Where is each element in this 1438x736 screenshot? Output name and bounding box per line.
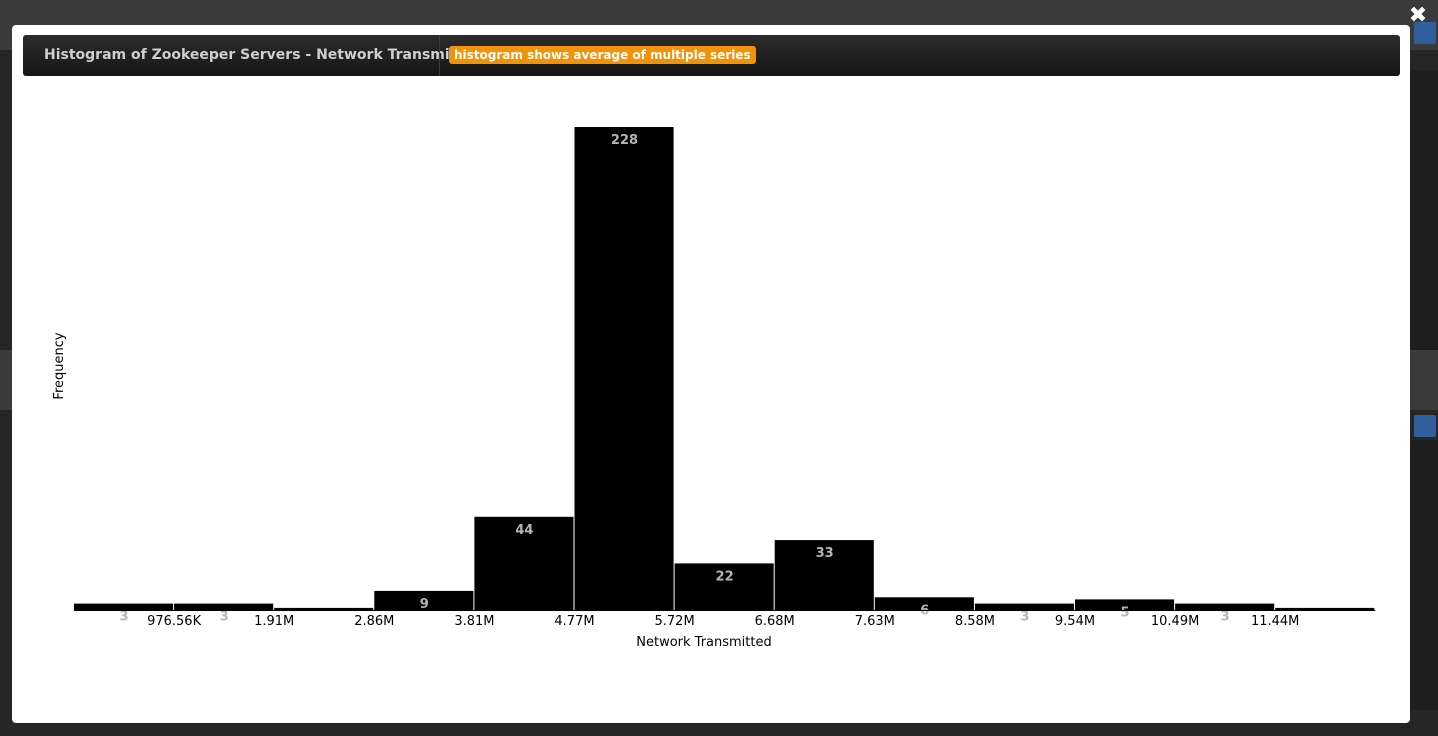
close-icon[interactable]: ✖	[1408, 3, 1428, 28]
x-tick-label: 11.44M	[1251, 614, 1299, 629]
bar-value-label: 228	[611, 133, 638, 148]
x-tick-label: 6.68M	[755, 614, 795, 629]
background-panel	[1410, 70, 1438, 350]
background-button	[1414, 415, 1436, 437]
histogram-bar[interactable]	[174, 603, 274, 610]
x-tick-label: 3.81M	[454, 614, 494, 629]
histogram-bar[interactable]	[74, 603, 174, 610]
bar-value-label: 3	[1020, 610, 1029, 625]
x-tick-label: 5.72M	[655, 614, 695, 629]
background-panel	[1410, 440, 1438, 710]
histogram-bar[interactable]	[1175, 603, 1275, 610]
x-axis-label: Network Transmitted	[636, 635, 771, 650]
y-axis-label: Frequency	[52, 332, 67, 399]
x-tick-label: 4.77M	[554, 614, 594, 629]
histogram-bar[interactable]	[774, 540, 874, 610]
histogram-bar[interactable]	[474, 516, 574, 610]
x-axis-ticks: 976.56K 1.91M 2.86M 3.81M 4.77M 5.72M 6.68M 7.6…	[74, 610, 1376, 629]
bar-value-label: 22	[716, 569, 734, 584]
histogram-bar[interactable]	[374, 590, 474, 610]
x-tick-label: 2.86M	[354, 614, 394, 629]
histogram-bar[interactable]	[574, 127, 674, 610]
histogram-bar[interactable]	[974, 603, 1074, 610]
bar-value-label: 3	[220, 610, 229, 625]
histogram-bar[interactable]	[1275, 607, 1375, 610]
bar-value-label: 33	[816, 546, 834, 561]
bar-value-label: 3	[1221, 610, 1230, 625]
x-tick-label: 976.56K	[147, 614, 201, 629]
x-tick-label: 8.58M	[955, 614, 995, 629]
bar-group	[74, 127, 1375, 610]
bar-value-label: 9	[420, 597, 429, 612]
title-divider	[439, 35, 440, 76]
bar-value-label: 44	[515, 523, 533, 538]
x-tick-label: 10.49M	[1151, 614, 1199, 629]
modal-title: Histogram of Zookeeper Servers - Network…	[44, 47, 483, 63]
histogram-bar[interactable]	[274, 607, 374, 610]
histogram-bar[interactable]	[674, 563, 774, 610]
histogram-bar[interactable]	[874, 597, 974, 610]
histogram-bar[interactable]	[1075, 599, 1175, 610]
x-tick-label: 9.54M	[1055, 614, 1095, 629]
background-button	[1414, 22, 1436, 44]
modal-header: Histogram of Zookeeper Servers - Network…	[23, 35, 1400, 76]
x-tick-label: 7.63M	[855, 614, 895, 629]
bar-value-label: 5	[1120, 605, 1129, 620]
bar-value-label: 3	[119, 610, 128, 625]
average-note-badge: histogram shows average of multiple seri…	[449, 46, 756, 64]
histogram-modal: Histogram of Zookeeper Servers - Network…	[12, 25, 1410, 723]
x-tick-label: 1.91M	[254, 614, 294, 629]
